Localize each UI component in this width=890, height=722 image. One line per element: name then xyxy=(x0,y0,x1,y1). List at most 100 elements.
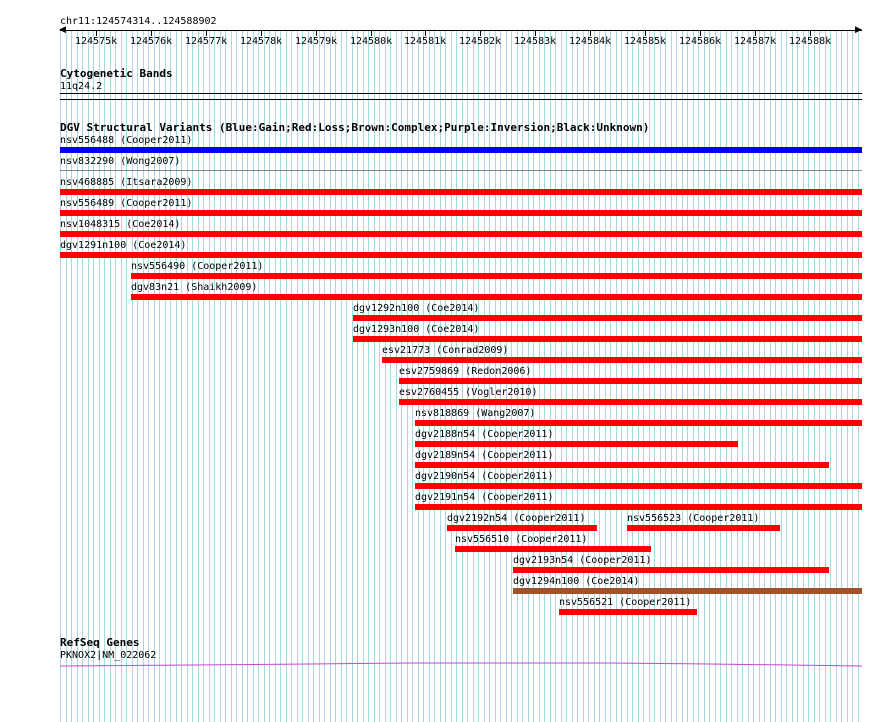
dgv-feature-label[interactable]: dgv2189n54 (Cooper2011) xyxy=(415,450,554,461)
dgv-feature-label[interactable]: nsv468885 (Itsara2009) xyxy=(60,177,193,188)
dgv-feature-label[interactable]: dgv1293n100 (Coe2014) xyxy=(353,324,480,335)
ruler-tick xyxy=(755,31,756,36)
grid-line xyxy=(715,30,716,722)
grid-line xyxy=(682,30,683,722)
dgv-feature-label[interactable]: nsv556510 (Cooper2011) xyxy=(455,534,588,545)
dgv-feature-bar[interactable] xyxy=(559,609,697,615)
dgv-feature-label[interactable]: dgv1294n100 (Coe2014) xyxy=(513,576,640,587)
ruler-tick xyxy=(645,31,646,36)
dgv-feature-bar[interactable] xyxy=(415,441,738,447)
grid-line xyxy=(814,30,815,722)
ruler-tick-label: 124581k xyxy=(404,36,447,47)
dgv-feature-bar[interactable] xyxy=(60,210,862,216)
grid-line xyxy=(825,30,826,722)
dgv-feature-label[interactable]: nsv556523 (Cooper2011) xyxy=(627,513,760,524)
dgv-feature-bar[interactable] xyxy=(513,567,829,573)
ruler-tick xyxy=(96,31,97,36)
dgv-feature-label[interactable]: nsv556521 (Cooper2011) xyxy=(559,597,692,608)
dgv-feature-bar[interactable] xyxy=(60,147,862,153)
dgv-feature-label[interactable]: dgv1291n100 (Coe2014) xyxy=(60,240,187,251)
dgv-feature-label[interactable]: nsv556488 (Cooper2011) xyxy=(60,135,193,146)
grid-line xyxy=(792,30,793,722)
dgv-feature-bar[interactable] xyxy=(60,231,862,237)
ruler-tick xyxy=(371,31,372,36)
dgv-feature-label[interactable]: nsv1048315 (Coe2014) xyxy=(60,219,181,230)
ruler-tick-label: 124582k xyxy=(459,36,502,47)
dgv-track-title[interactable]: DGV Structural Variants (Blue:Gain;Red:L… xyxy=(60,121,650,134)
ruler-tick xyxy=(151,31,152,36)
grid-line xyxy=(858,30,859,722)
grid-line xyxy=(808,30,809,722)
grid-line xyxy=(654,30,655,722)
ruler-tick-label: 124587k xyxy=(734,36,777,47)
refseq-gene-feature[interactable] xyxy=(60,658,862,670)
grid-line xyxy=(665,30,666,722)
grid-line xyxy=(753,30,754,722)
ruler-tick-label: 124575k xyxy=(75,36,118,47)
dgv-feature-bar[interactable] xyxy=(415,462,829,468)
dgv-feature-label[interactable]: dgv2191n54 (Cooper2011) xyxy=(415,492,554,503)
grid-line xyxy=(786,30,787,722)
dgv-feature-bar[interactable] xyxy=(627,525,780,531)
dgv-feature-label[interactable]: dgv1292n100 (Coe2014) xyxy=(353,303,480,314)
dgv-feature-bar[interactable] xyxy=(399,399,862,405)
ruler-tick xyxy=(700,31,701,36)
grid-line xyxy=(742,30,743,722)
dgv-feature-label[interactable]: esv2760455 (Vogler2010) xyxy=(399,387,538,398)
grid-line xyxy=(660,30,661,722)
ruler-tick-label: 124577k xyxy=(185,36,228,47)
dgv-feature-bar[interactable] xyxy=(415,504,862,510)
cytoband-bar-top xyxy=(60,93,862,94)
dgv-feature-bar[interactable] xyxy=(415,483,862,489)
grid-line xyxy=(841,30,842,722)
dgv-feature-label[interactable]: nsv818869 (Wang2007) xyxy=(415,408,536,419)
ruler-tick-label: 124588k xyxy=(789,36,832,47)
ruler-tick xyxy=(261,31,262,36)
dgv-feature-bar[interactable] xyxy=(60,252,862,258)
dgv-feature-label[interactable]: nsv832290 (Wong2007) xyxy=(60,156,181,167)
ruler-tick xyxy=(480,31,481,36)
ruler-tick-label: 124578k xyxy=(240,36,283,47)
grid-line xyxy=(726,30,727,722)
ruler-tick xyxy=(316,31,317,36)
dgv-feature-label[interactable]: esv2759869 (Redon2006) xyxy=(399,366,532,377)
dgv-feature-bar[interactable] xyxy=(382,357,862,363)
grid-line xyxy=(764,30,765,722)
dgv-feature-bar[interactable] xyxy=(415,420,862,426)
dgv-feature-bar[interactable] xyxy=(131,294,862,300)
dgv-feature-bar[interactable] xyxy=(447,525,597,531)
dgv-feature-label[interactable]: nsv556489 (Cooper2011) xyxy=(60,198,193,209)
dgv-feature-bar[interactable] xyxy=(513,588,862,594)
ruler-axis-line xyxy=(60,30,862,31)
grid-line xyxy=(704,30,705,722)
grid-line xyxy=(720,30,721,722)
dgv-feature-label[interactable]: dgv2193n54 (Cooper2011) xyxy=(513,555,652,566)
refseq-track-title[interactable]: RefSeq Genes xyxy=(60,636,140,649)
cytoband-label: 11q24.2 xyxy=(60,81,103,92)
dgv-feature-bar[interactable] xyxy=(455,546,651,552)
dgv-feature-label[interactable]: esv21773 (Conrad2009) xyxy=(382,345,509,356)
dgv-feature-bar[interactable] xyxy=(353,315,862,321)
ruler-tick-label: 124586k xyxy=(679,36,722,47)
dgv-feature-bar[interactable] xyxy=(131,273,862,279)
grid-line xyxy=(797,30,798,722)
dgv-feature-label[interactable]: dgv2188n54 (Cooper2011) xyxy=(415,429,554,440)
ruler-tick-label: 124583k xyxy=(514,36,557,47)
dgv-feature-bar[interactable] xyxy=(399,378,862,384)
dgv-feature-label[interactable]: dgv2190n54 (Cooper2011) xyxy=(415,471,554,482)
grid-line xyxy=(770,30,771,722)
ruler-tick-label: 124584k xyxy=(569,36,612,47)
dgv-feature-label[interactable]: nsv556490 (Cooper2011) xyxy=(131,261,264,272)
refseq-gene-label[interactable]: PKNOX2|NM_022062 xyxy=(60,650,157,661)
grid-line xyxy=(731,30,732,722)
dgv-feature-label[interactable]: dgv2192n54 (Cooper2011) xyxy=(447,513,586,524)
cytobands-track-title[interactable]: Cytogenetic Bands xyxy=(60,67,173,80)
grid-line xyxy=(847,30,848,722)
ruler-tick xyxy=(590,31,591,36)
dgv-feature-bar[interactable] xyxy=(353,336,862,342)
ruler-right-arrow-icon[interactable]: ▶ xyxy=(855,25,862,35)
dgv-feature-bar[interactable] xyxy=(60,189,862,195)
dgv-feature-label[interactable]: dgv83n21 (Shaikh2009) xyxy=(131,282,258,293)
grid-line xyxy=(775,30,776,722)
